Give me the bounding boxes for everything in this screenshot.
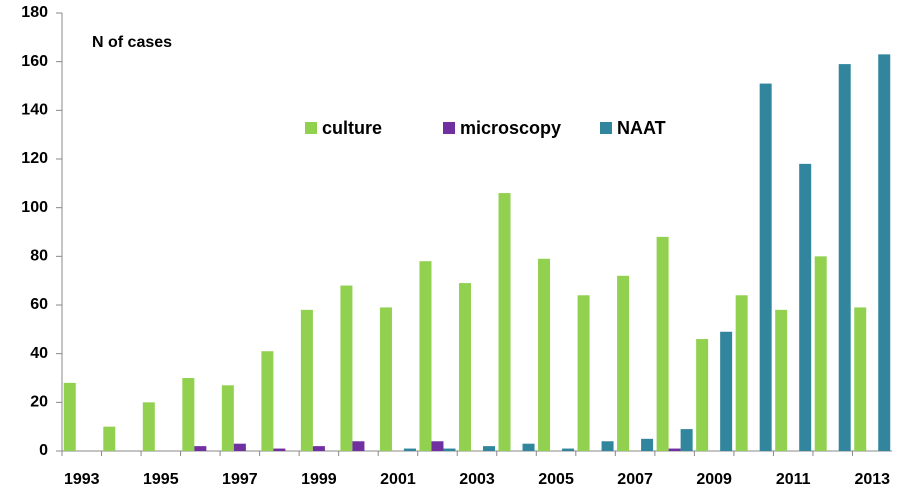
bar [878,54,891,451]
bar [459,283,471,451]
bar [577,295,590,451]
bar [775,309,788,451]
y-tick-label: 140 [21,102,48,119]
bar [668,448,681,451]
bar [680,429,693,451]
x-tick-label: 2003 [459,471,495,488]
bar [641,438,654,451]
y-axis-label: N of cases [92,34,172,51]
bar [696,339,709,451]
y-tick-label: 60 [30,296,48,313]
legend-swatch [305,122,317,134]
x-tick-label: 2011 [776,471,811,488]
bar [63,382,76,451]
bar [103,426,116,451]
bar [379,307,392,451]
bar [403,448,416,451]
legend-swatch [600,122,612,134]
bar [538,258,551,451]
y-tick-label: 0 [39,442,48,459]
x-tick-label: 2001 [380,471,416,488]
y-tick-label: 180 [21,4,48,21]
legend-label: NAAT [617,118,666,138]
bar [419,261,432,451]
bar [735,295,748,451]
bar [483,446,495,451]
bar [194,446,207,451]
y-tick-label: 160 [21,53,48,70]
legend-label: culture [322,118,382,138]
bar [799,163,812,451]
x-tick-label: 2007 [617,471,653,488]
bar [182,378,195,451]
bar [601,441,614,451]
x-tick-label: 1993 [64,471,100,488]
bar [352,441,365,451]
bar [312,446,325,451]
bar [443,448,456,451]
bar [431,441,444,451]
bar [656,236,669,451]
y-tick-label: 120 [21,150,48,167]
bar [221,385,234,451]
legend-swatch [443,122,455,134]
bar [300,309,313,451]
bar [720,331,733,451]
x-tick-label: 2005 [538,471,574,488]
bar [233,443,246,451]
x-tick-label: 1999 [301,471,337,488]
bar [142,402,155,451]
bar [340,285,353,451]
x-tick-label: 2009 [696,471,732,488]
bar [759,83,772,452]
bar [498,193,511,452]
legend-label: microscopy [460,118,561,138]
y-tick-label: 100 [21,199,48,216]
bar [261,351,274,451]
y-tick-label: 20 [30,394,48,411]
bar [814,256,827,451]
bar [854,307,867,451]
x-tick-label: 1997 [222,471,258,488]
x-tick-label: 1995 [143,471,179,488]
y-tick-label: 80 [30,248,48,265]
x-tick-label: 2013 [854,471,890,488]
bar [838,64,851,451]
bar [562,448,575,451]
bar [273,448,286,451]
bar [522,443,535,451]
y-tick-label: 40 [30,345,48,362]
bar [617,275,630,451]
